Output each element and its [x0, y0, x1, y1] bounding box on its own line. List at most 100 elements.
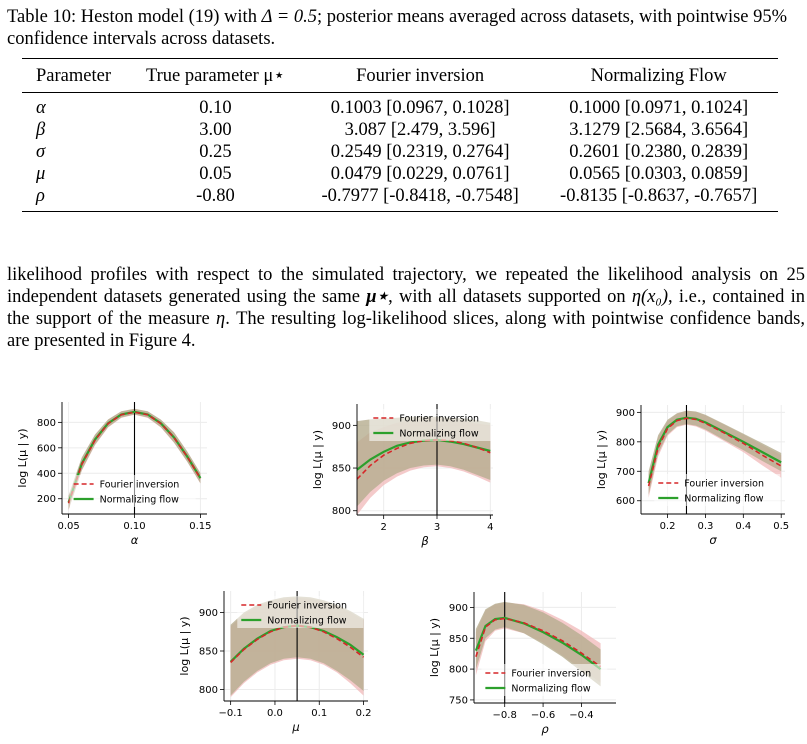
y-tick-label: 800	[37, 418, 56, 429]
flow-confidence-band	[68, 408, 201, 510]
x-axis-label: σ	[709, 533, 717, 547]
legend: Fourier inversion Normalizing flow	[369, 409, 496, 441]
likelihood-figure: 0.05 0.10 0.15 200 400 600 800 α log L(μ | y) Fou…	[16, 402, 789, 736]
legend-fourier-label: Fourier inversion	[267, 601, 347, 612]
y-tick-label: 600	[616, 496, 635, 507]
cell-fourier: 0.0479 [0.0229, 0.0761]	[330, 164, 510, 184]
plot-area	[647, 405, 782, 514]
legend-box	[69, 475, 196, 507]
fourier-series-line	[647, 417, 782, 487]
fourier-series-line	[475, 617, 602, 668]
legend-flow-label: Normalizing flow	[267, 616, 347, 627]
header-fourier: Fourier inversion	[356, 66, 485, 86]
table-row: β 3.00 3.087 [2.479, 3.596] 3.1279 [2.56…	[22, 119, 778, 141]
x-axis-label: μ	[291, 720, 299, 734]
x-tick-label: 0.4	[735, 521, 751, 532]
cell-fourier: -0.7977 [-0.8418, -0.7548]	[321, 186, 519, 206]
x-axis-label: ρ	[541, 722, 549, 736]
cell-flow: 0.1000 [0.0971, 0.1024]	[569, 98, 749, 118]
y-tick-label: 700	[616, 467, 635, 478]
chart-rho: −0.8 −0.6 −0.4 750 800 850 900 ρ log L(μ | y) Fou…	[428, 592, 616, 736]
para-part1: likelihood profiles with respect to the …	[7, 265, 805, 307]
y-axis-label: log L(μ | y)	[311, 430, 324, 489]
x-tick-label: 0.1	[311, 708, 327, 719]
plot-area	[67, 402, 202, 514]
table-row: μ 0.05 0.0479 [0.0229, 0.0761] 0.0565 [0…	[22, 163, 778, 185]
plot-area	[474, 592, 602, 703]
para-eta: η	[216, 309, 226, 329]
legend-box	[369, 409, 496, 441]
chart-beta: 2 3 4 800 850 900 β log L(μ | y) Fourier inversi…	[311, 404, 496, 548]
cell-fourier: 0.2549 [0.2319, 0.2764]	[330, 142, 510, 162]
flow-confidence-band	[475, 601, 601, 687]
x-tick-label: 0.15	[189, 521, 211, 532]
cell-true: 0.05	[199, 164, 232, 184]
legend-box	[654, 474, 781, 506]
y-tick-label: 800	[199, 685, 218, 696]
x-tick-label: 3	[434, 522, 440, 533]
x-tick-label: −0.8	[493, 710, 517, 721]
legend-fourier-label: Fourier inversion	[100, 480, 180, 491]
y-tick-label: 400	[37, 469, 56, 480]
fourier-series-line	[357, 439, 491, 480]
x-tick-label: 0.5	[773, 521, 789, 532]
para-part4: . The resulting log-likelihood slices, a…	[7, 309, 806, 351]
y-axis-label: log L(μ | y)	[428, 618, 441, 677]
table-caption: Table 10: Heston model (19) with Δ = 0.5…	[7, 6, 802, 50]
x-tick-label: 0.05	[57, 521, 79, 532]
x-tick-label: −0.4	[569, 710, 593, 721]
para-support: η(x₀)	[631, 287, 669, 307]
para-part2: , with all datasets supported on	[388, 287, 632, 307]
y-tick-label: 850	[199, 647, 218, 658]
legend-flow-label: Normalizing flow	[684, 494, 764, 505]
legend: Fourier inversion Normalizing flow	[654, 474, 781, 506]
table-row: ρ -0.80 -0.7977 [-0.8418, -0.7548] -0.81…	[22, 185, 778, 212]
cell-param: μ	[36, 164, 46, 184]
y-axis-label: log L(μ | y)	[595, 430, 608, 489]
x-tick-label: 4	[487, 522, 493, 533]
legend: Fourier inversion Normalizing flow	[69, 475, 196, 507]
chart-sigma: 0.2 0.3 0.4 0.5 600 700 800 900 σ log L(μ | y) Fou…	[595, 405, 789, 547]
y-axis-label: log L(μ | y)	[178, 616, 191, 675]
header-true-parameter: True parameter μ⋆	[145, 66, 285, 86]
cell-flow: 0.2601 [0.2380, 0.2839]	[569, 142, 749, 162]
x-tick-label: 0.3	[697, 521, 713, 532]
cell-fourier: 3.087 [2.479, 3.596]	[344, 120, 496, 140]
cell-true: 3.00	[199, 120, 232, 140]
cell-param: σ	[36, 142, 46, 162]
y-tick-label: 850	[449, 634, 468, 645]
table-header-row: Parameter True parameter μ⋆ Fourier inve…	[22, 58, 778, 93]
table-row: α 0.10 0.1003 [0.0967, 0.1028] 0.1000 [0…	[22, 93, 778, 120]
cell-fourier: 0.1003 [0.0967, 0.1028]	[330, 98, 510, 118]
y-tick-label: 900	[449, 603, 468, 614]
legend: Fourier inversion Normalizing flow	[237, 596, 364, 628]
cell-param: ρ	[36, 186, 45, 206]
legend-flow-label: Normalizing flow	[511, 684, 591, 695]
table-row: σ 0.25 0.2549 [0.2319, 0.2764] 0.2601 [0…	[22, 141, 778, 163]
x-tick-label: −0.1	[218, 708, 242, 719]
legend-fourier-label: Fourier inversion	[511, 669, 591, 680]
y-tick-label: 800	[616, 437, 635, 448]
legend-box	[481, 664, 608, 696]
y-tick-label: 750	[449, 695, 468, 706]
results-table: Parameter True parameter μ⋆ Fourier inve…	[22, 58, 778, 212]
legend: Fourier inversion Normalizing flow	[481, 664, 608, 696]
cell-true: 0.10	[199, 98, 232, 118]
cell-param: β	[36, 120, 46, 140]
x-tick-label: 2	[380, 522, 386, 533]
x-tick-label: 0.0	[267, 708, 283, 719]
x-axis-label: β	[420, 534, 428, 548]
cell-flow: -0.8135 [-0.8637, -0.7657]	[560, 186, 758, 206]
y-tick-label: 800	[449, 665, 468, 676]
legend-box	[237, 596, 364, 628]
x-tick-label: 0.10	[123, 521, 145, 532]
y-tick-label: 200	[37, 494, 56, 505]
cell-true: 0.25	[199, 142, 232, 162]
y-tick-label: 800	[332, 506, 351, 517]
legend-fourier-label: Fourier inversion	[399, 414, 479, 425]
legend-fourier-label: Fourier inversion	[684, 479, 764, 490]
x-axis-label: α	[131, 533, 139, 547]
caption-prefix: Table 10: Heston model (19) with	[7, 7, 262, 27]
caption-delta: Δ = 0.5	[261, 7, 317, 27]
y-tick-label: 600	[37, 443, 56, 454]
